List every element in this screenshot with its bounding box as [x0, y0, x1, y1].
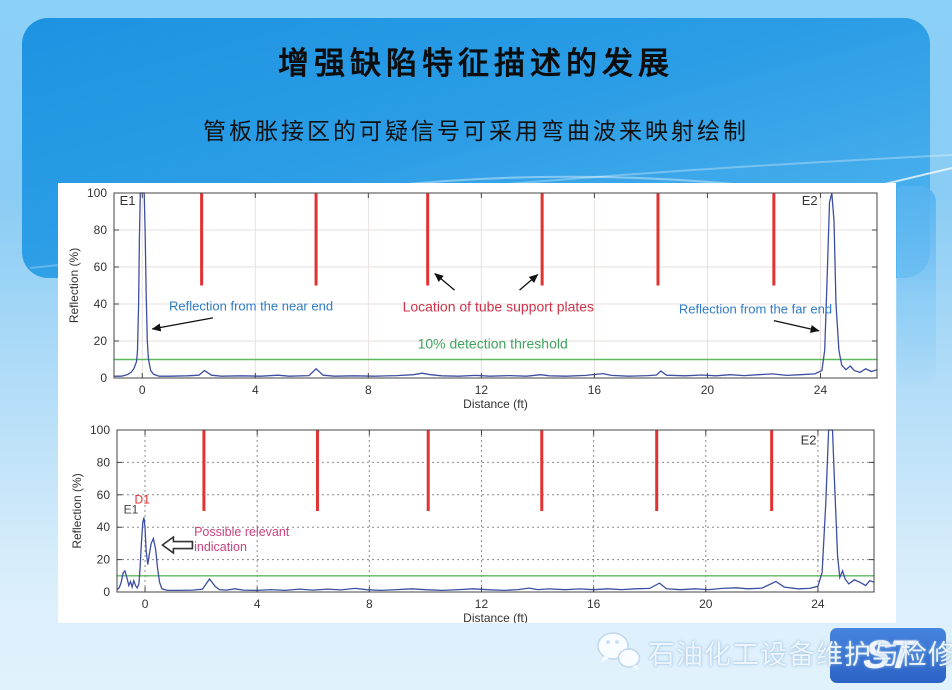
grid-lines: [114, 193, 877, 378]
wechat-icon: [597, 632, 641, 670]
grid-lines: [117, 430, 874, 592]
x-axis-label: Distance (ft): [463, 611, 528, 623]
svg-text:4: 4: [254, 597, 261, 611]
annotation: Location of tube support plates: [403, 272, 594, 314]
svg-text:20: 20: [97, 553, 111, 567]
peak-label: E2: [801, 433, 817, 448]
svg-text:20: 20: [701, 383, 715, 397]
svg-text:indication: indication: [194, 540, 247, 554]
svg-text:0: 0: [100, 371, 107, 385]
slide-title: 增强缺陷特征描述的发展: [278, 46, 674, 82]
peak-label: E2: [802, 193, 818, 208]
peak-label: E1: [120, 193, 136, 208]
svg-text:0: 0: [103, 585, 110, 599]
tube-support-plate-lines: [202, 430, 774, 511]
svg-text:8: 8: [365, 383, 372, 397]
y-axis-label: Reflection (%): [70, 473, 84, 548]
svg-text:80: 80: [94, 223, 108, 237]
reflection-chart-bottom: 0 4 8 12 16 20 24 0 20 40 60 80 100 Distance (ft) Refl…: [70, 423, 875, 623]
y-axis-label: Reflection (%): [67, 248, 81, 323]
annotation: [161, 535, 194, 555]
svg-text:20: 20: [94, 334, 108, 348]
svg-text:16: 16: [588, 383, 602, 397]
signal-trace: [114, 192, 877, 377]
svg-text:24: 24: [814, 383, 828, 397]
reflection-chart-top: 0 4 8 12 16 20 24 0 20 40 60 80 100 Distance (ft) Refl…: [67, 186, 878, 411]
axes: [116, 429, 875, 593]
annotation: Reflection from the far end: [679, 301, 832, 333]
svg-text:20: 20: [699, 597, 713, 611]
plot-area: [117, 430, 874, 592]
annotation: Reflection from the near end: [151, 298, 333, 332]
watermark-site-name: 石油化工设备维护与检修网: [648, 640, 952, 670]
svg-text:10% detection threshold: 10% detection threshold: [418, 335, 568, 351]
svg-text:80: 80: [97, 455, 111, 469]
site-logo: ST: [830, 628, 946, 683]
svg-text:24: 24: [811, 597, 825, 611]
svg-text:Reflection from the far end: Reflection from the far end: [679, 301, 832, 316]
svg-text:12: 12: [475, 383, 489, 397]
peak-label: E1: [124, 502, 139, 516]
axes: [113, 192, 878, 379]
svg-text:100: 100: [90, 423, 110, 437]
svg-text:12: 12: [475, 597, 489, 611]
svg-text:4: 4: [252, 383, 259, 397]
peak-label: D1: [135, 493, 151, 507]
svg-text:40: 40: [97, 520, 111, 534]
glass-band-decoration: [897, 186, 936, 388]
svg-text:100: 100: [87, 186, 107, 200]
annotation: 10% detection threshold: [418, 335, 568, 351]
tick-labels: 0 4 8 12 16 20 24 0 20 40 60 80 100 Distance (ft) Refl…: [67, 186, 827, 411]
svg-text:0: 0: [139, 383, 146, 397]
slide-subtitle: 管板胀接区的可疑信号可采用弯曲波来映射绘制: [203, 119, 749, 145]
signal-trace: [117, 429, 874, 592]
svg-text:Location of tube support plate: Location of tube support plates: [403, 298, 594, 314]
svg-text:Possible relevant: Possible relevant: [194, 525, 290, 539]
svg-text:40: 40: [94, 297, 108, 311]
svg-text:60: 60: [94, 260, 108, 274]
block-arrow-left-icon: [161, 535, 194, 555]
svg-text:0: 0: [142, 597, 149, 611]
svg-text:8: 8: [366, 597, 373, 611]
svg-text:Reflection from the near end: Reflection from the near end: [169, 298, 333, 313]
x-axis-label: Distance (ft): [463, 397, 528, 411]
charts-panel: 0 4 8 12 16 20 24 0 20 40 60 80 100 Distance (ft) Refl…: [58, 183, 896, 623]
tick-labels: 0 4 8 12 16 20 24 0 20 40 60 80 100 Distance (ft) Refl…: [70, 423, 825, 623]
svg-text:60: 60: [97, 488, 111, 502]
svg-text:16: 16: [587, 597, 601, 611]
